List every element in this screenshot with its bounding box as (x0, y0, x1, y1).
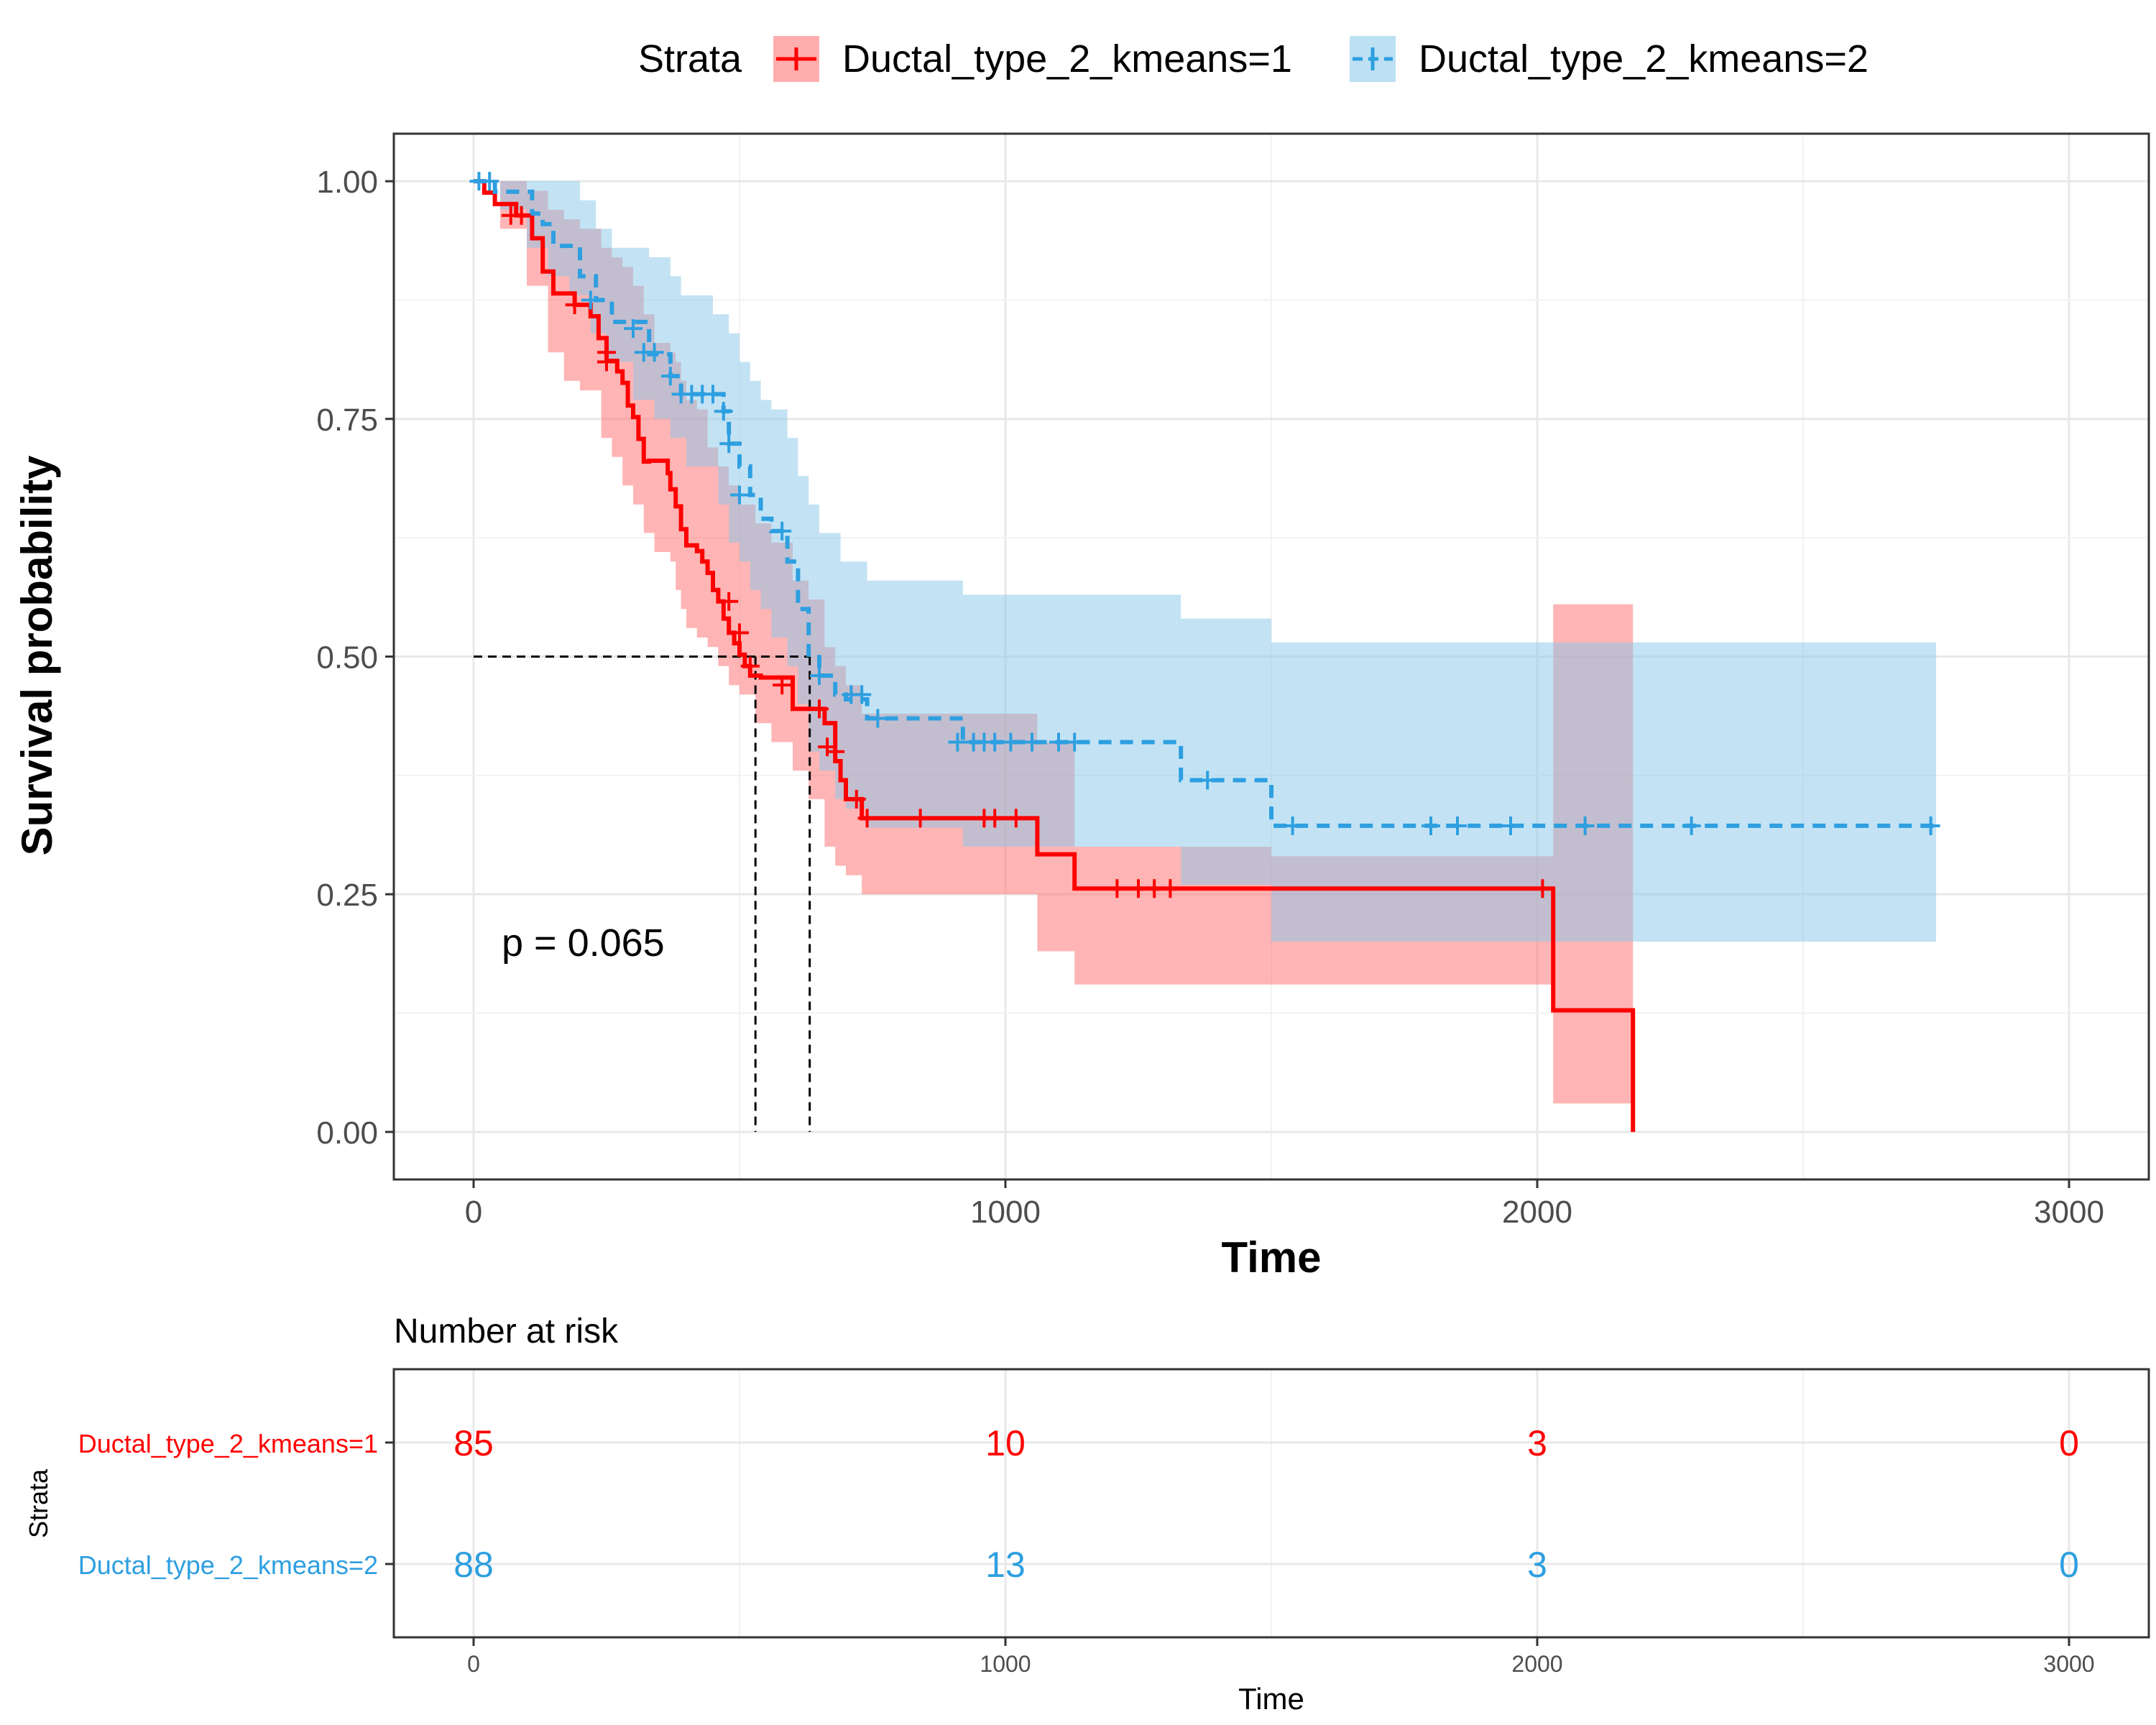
legend: Strata Ductal_type_2_kmeans=1 Ductal_typ… (638, 36, 1869, 82)
risk-x-tick-label: 3000 (2043, 1651, 2094, 1677)
risk-table-grid (394, 1369, 2149, 1637)
censor-mark-2 (730, 485, 749, 505)
y-tick-label: 0.75 (316, 402, 378, 438)
censor-mark-2 (1023, 732, 1041, 752)
censor-mark-2 (1422, 816, 1440, 835)
risk-count: 0 (2059, 1423, 2079, 1463)
censor-mark-1 (857, 809, 877, 828)
censor-mark-1 (597, 352, 616, 372)
censor-mark-1 (730, 623, 749, 643)
censor-mark-1 (1145, 879, 1164, 898)
censor-mark-2 (1049, 732, 1068, 752)
censor-mark-1 (512, 206, 531, 225)
x-tick-label: 3000 (2034, 1195, 2104, 1230)
risk-count: 3 (1527, 1545, 1547, 1585)
censor-mark-2 (480, 172, 499, 191)
risk-row-label: Ductal_type_2_kmeans=1 (78, 1429, 378, 1458)
x-axis-title: Time (1222, 1233, 1322, 1282)
censor-mark-2 (852, 685, 872, 704)
risk-count: 0 (2059, 1545, 2079, 1585)
censor-mark-1 (565, 295, 584, 315)
censor-mark-2 (1001, 732, 1021, 752)
y-tick-label: 1.00 (316, 165, 378, 200)
survival-curve-2 (474, 179, 1936, 828)
censor-mark-2 (1065, 732, 1084, 752)
censor-mark-1 (810, 699, 829, 719)
censor-mark-2 (719, 434, 739, 454)
risk-table-x-title: Time (1238, 1682, 1304, 1716)
censor-mark-1 (719, 592, 739, 611)
risk-row-label: Ductal_type_2_kmeans=2 (78, 1550, 378, 1580)
censor-mark-2 (1575, 816, 1595, 835)
y-axis-title: Survival probability (13, 455, 61, 855)
risk-x-tick-label: 2000 (1511, 1651, 1562, 1677)
censor-mark-1 (1129, 879, 1148, 898)
x-tick-label: 2000 (1502, 1195, 1572, 1230)
censor-mark-1 (818, 737, 837, 757)
y-axis: 0.00 0.25 0.50 0.75 1.00 (316, 165, 394, 1151)
risk-row-1: Ductal_type_2_kmeans=1 85 10 3 0 (78, 1423, 2079, 1463)
x-tick-label: 0 (465, 1195, 482, 1230)
censor-mark-2 (810, 666, 829, 685)
risk-x-tick-label: 0 (467, 1651, 480, 1677)
censor-mark-1 (1161, 879, 1180, 898)
censor-mark-2 (660, 367, 680, 386)
censor-mark-2 (773, 521, 792, 540)
x-tick-label: 1000 (970, 1195, 1041, 1230)
censor-mark-1 (985, 809, 1005, 828)
censor-mark-2 (1198, 770, 1217, 790)
risk-table-border (392, 1368, 2150, 1639)
risk-count: 3 (1527, 1423, 1547, 1463)
risk-table-x-axis: 0 1000 2000 3000 (467, 1637, 2095, 1677)
p-value-annotation: p = 0.065 (502, 921, 665, 965)
survival-curves (474, 179, 1936, 1132)
censor-mark-2 (1682, 816, 1701, 835)
censor-mark-2 (948, 732, 967, 752)
censor-mark-2 (1448, 816, 1467, 835)
legend-label-1: Ductal_type_2_kmeans=1 (842, 37, 1292, 80)
censor-mark-1 (740, 656, 760, 676)
censor-mark-1 (1533, 879, 1552, 898)
x-axis: 0 1000 2000 3000 (465, 1179, 2104, 1230)
risk-count: 13 (985, 1545, 1026, 1585)
risk-count: 88 (453, 1545, 494, 1585)
censor-mark-2 (1921, 816, 1940, 835)
risk-x-tick-label: 1000 (980, 1651, 1031, 1677)
censor-mark-2 (581, 290, 600, 310)
survival-plot: p = 0.065 0.00 0.25 0.50 0.75 1.00 0 1000 2000… (13, 132, 2150, 1282)
censor-mark-2 (985, 732, 1005, 752)
risk-table-y-title: Strata (24, 1468, 53, 1538)
censor-mark-1 (826, 742, 845, 761)
censor-mark-1 (911, 809, 930, 828)
y-tick-label: 0.25 (316, 878, 378, 913)
censor-mark-1 (1006, 809, 1026, 828)
risk-count: 10 (985, 1423, 1026, 1463)
censor-mark-2 (1283, 816, 1302, 835)
censor-marks (469, 172, 1940, 898)
median-lines (474, 656, 811, 1132)
censor-mark-1 (1107, 879, 1127, 898)
risk-table: Number at risk Ductal_type_2_kmeans=1 85 1… (24, 1312, 2150, 1716)
censor-mark-2 (645, 343, 664, 362)
legend-title: Strata (638, 37, 742, 80)
censor-mark-2 (624, 319, 642, 339)
legend-label-2: Ductal_type_2_kmeans=2 (1419, 37, 1869, 80)
censor-mark-1 (847, 789, 866, 809)
censor-mark-2 (868, 709, 888, 728)
survival-curve-1 (474, 179, 1636, 1132)
y-tick-label: 0.00 (316, 1116, 378, 1151)
censor-mark-2 (714, 402, 733, 421)
censor-mark-1 (773, 676, 792, 695)
y-tick-label: 0.50 (316, 640, 378, 676)
risk-row-2: Ductal_type_2_kmeans=2 88 13 3 0 (78, 1545, 2079, 1585)
censor-mark-2 (704, 385, 722, 404)
risk-count: 85 (453, 1423, 494, 1463)
risk-table-rows: Ductal_type_2_kmeans=1 85 10 3 0Ductal_type_… (78, 1423, 2079, 1585)
censor-mark-2 (1501, 816, 1520, 835)
risk-table-title: Number at risk (394, 1312, 619, 1351)
